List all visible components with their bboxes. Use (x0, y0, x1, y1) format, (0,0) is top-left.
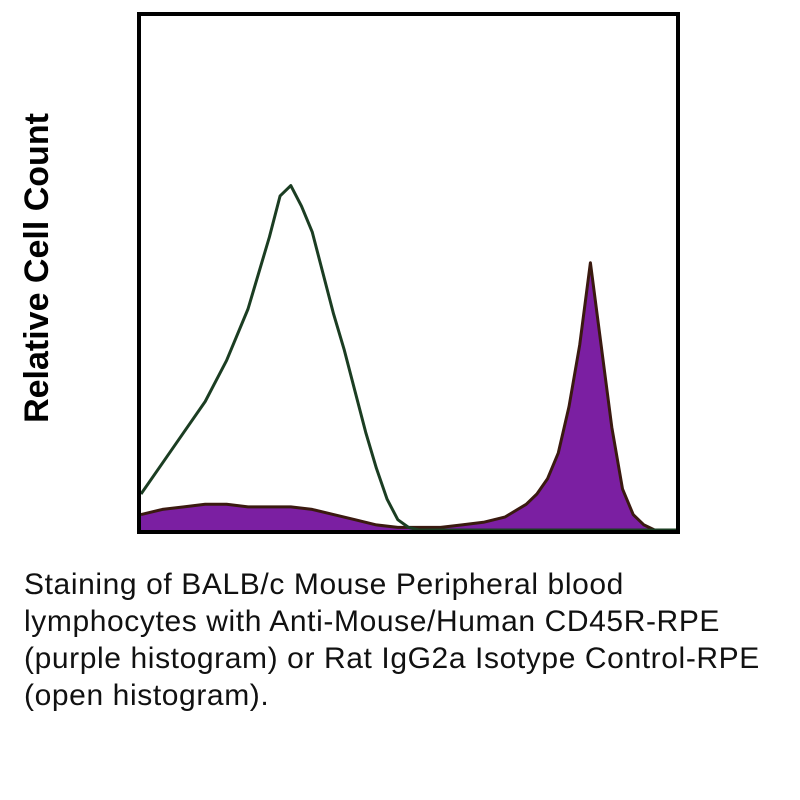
histogram-outline-1 (140, 261, 676, 532)
histogram-fill-1 (141, 262, 676, 530)
plot-frame (137, 12, 680, 534)
figure-caption: Staining of BALB/c Mouse Peripheral bloo… (24, 568, 760, 712)
plot-series (139, 184, 676, 532)
y-axis-label: Relative Cell Count (18, 113, 56, 423)
histogram-chart: Relative Cell Count (18, 12, 680, 534)
